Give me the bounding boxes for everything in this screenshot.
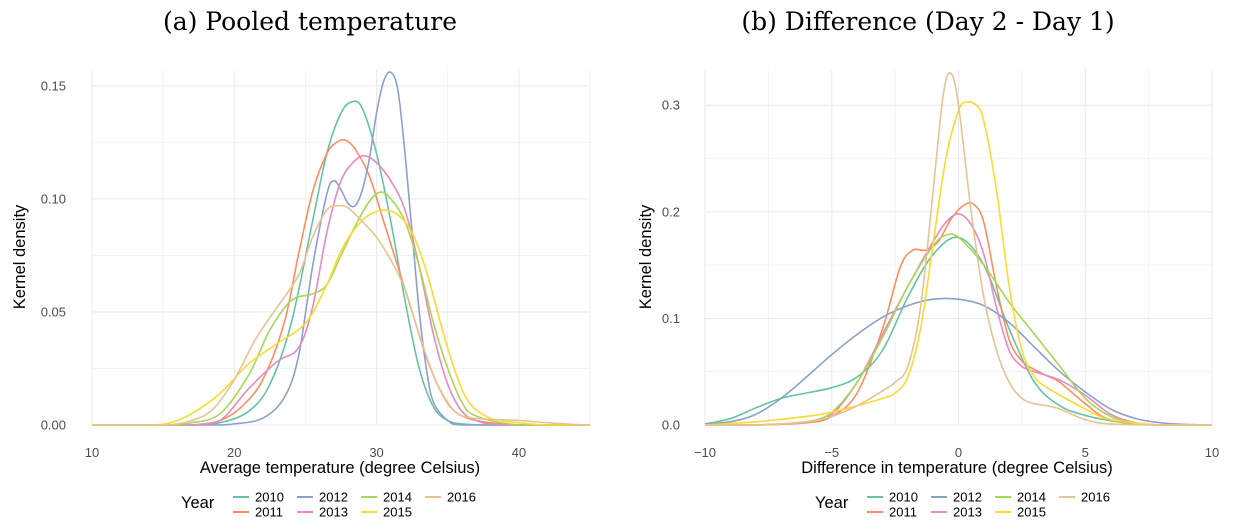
legend-label: 2013 [953,505,982,520]
legend-item-2015: 2015 [995,505,1046,520]
series-line-2016 [704,72,1212,426]
series-line-2016 [91,204,591,426]
legend-item-2011: 2011 [233,505,283,520]
legend-label: 2011 [255,505,283,520]
y-tick-label: 0.2 [662,204,680,219]
x-axis-label: Average temperature (degree Celsius) [200,459,480,477]
series-line-2013 [704,213,1212,426]
y-tick-labels: 0.00 0.05 0.10 0.15 [41,78,66,432]
legend-title: Year [815,494,849,512]
legend-label: 2014 [1017,490,1046,505]
series-line-2015 [91,209,590,426]
legend-item-2013: 2013 [297,505,348,520]
legend-label: 2012 [953,490,982,505]
legend-item-2016: 2016 [1059,490,1110,505]
legend-label: 2015 [1017,505,1046,520]
x-tick-label: 40 [512,445,526,460]
panel-title: (a) Pooled temperature [163,7,457,36]
panel-pooled-temperature: (a) Pooled temperature 0.000.050.100.15 … [11,7,591,520]
legend-label: 2016 [1081,490,1110,505]
y-tick-label: 0.3 [662,98,680,113]
x-tick-label: −10 [694,445,716,460]
legend-title: Year [181,494,215,512]
series-lines [91,71,591,426]
y-tick-label: 0.10 [41,191,66,206]
legend-item-2010: 2010 [867,490,918,505]
legend-item-2011: 2011 [867,505,917,520]
gridlines [704,70,1213,426]
y-axis-label: Kernel density [637,204,655,309]
legend-label: 2012 [319,490,348,505]
series-line-2013 [91,155,590,426]
legend-label: 2015 [383,505,412,520]
x-tick-labels: 10 20 30 40 [85,445,526,460]
panel-title: (b) Difference (Day 2 - Day 1) [741,7,1114,36]
x-tick-labels: −10 −5 0 5 10 [694,445,1219,460]
legend-label: 2014 [383,490,412,505]
legend-item-2012: 2012 [297,490,348,505]
y-tick-label: 0.00 [41,418,66,433]
legend-label: 2011 [889,505,917,520]
legend-item-2012: 2012 [931,490,982,505]
x-tick-label: 10 [85,445,99,460]
y-tick-label: 0.05 [41,304,66,319]
legend-item-2014: 2014 [995,490,1046,505]
legend-item-2013: 2013 [931,505,982,520]
series-line-2014 [91,191,590,426]
series-line-2012 [91,71,590,426]
legend-item-2014: 2014 [361,490,412,505]
legend-label: 2010 [255,490,284,505]
y-tick-label: 0.15 [41,78,66,93]
y-axis-label: Kernel density [11,204,29,309]
series-line-2010 [704,236,1212,426]
x-tick-label: 10 [1205,445,1219,460]
series-line-2010 [91,100,590,426]
y-tick-label: 0.0 [662,418,680,433]
legend-item-2015: 2015 [361,505,412,520]
x-tick-label: 20 [227,445,241,460]
x-tick-label: 30 [369,445,383,460]
legend-label: 2010 [889,490,918,505]
legend-item-2016: 2016 [425,490,476,505]
x-tick-label: 5 [1082,445,1089,460]
gridlines [91,70,591,426]
x-tick-label: −5 [824,445,839,460]
panel-difference: (b) Difference (Day 2 - Day 1) 0.0 0.1 0.2… [637,7,1219,520]
x-tick-label: 0 [955,445,962,460]
legend-label: 2013 [319,505,348,520]
series-lines [704,72,1213,426]
y-tick-labels: 0.0 0.1 0.2 0.3 [662,98,680,433]
legend-label: 2016 [447,490,476,505]
y-tick-label: 0.1 [662,311,680,326]
legend-item-2010: 2010 [233,490,284,505]
series-line-2012 [704,297,1213,426]
x-axis-label: Difference in temperature (degree Celsiu… [801,459,1113,477]
series-line-2011 [704,201,1212,426]
